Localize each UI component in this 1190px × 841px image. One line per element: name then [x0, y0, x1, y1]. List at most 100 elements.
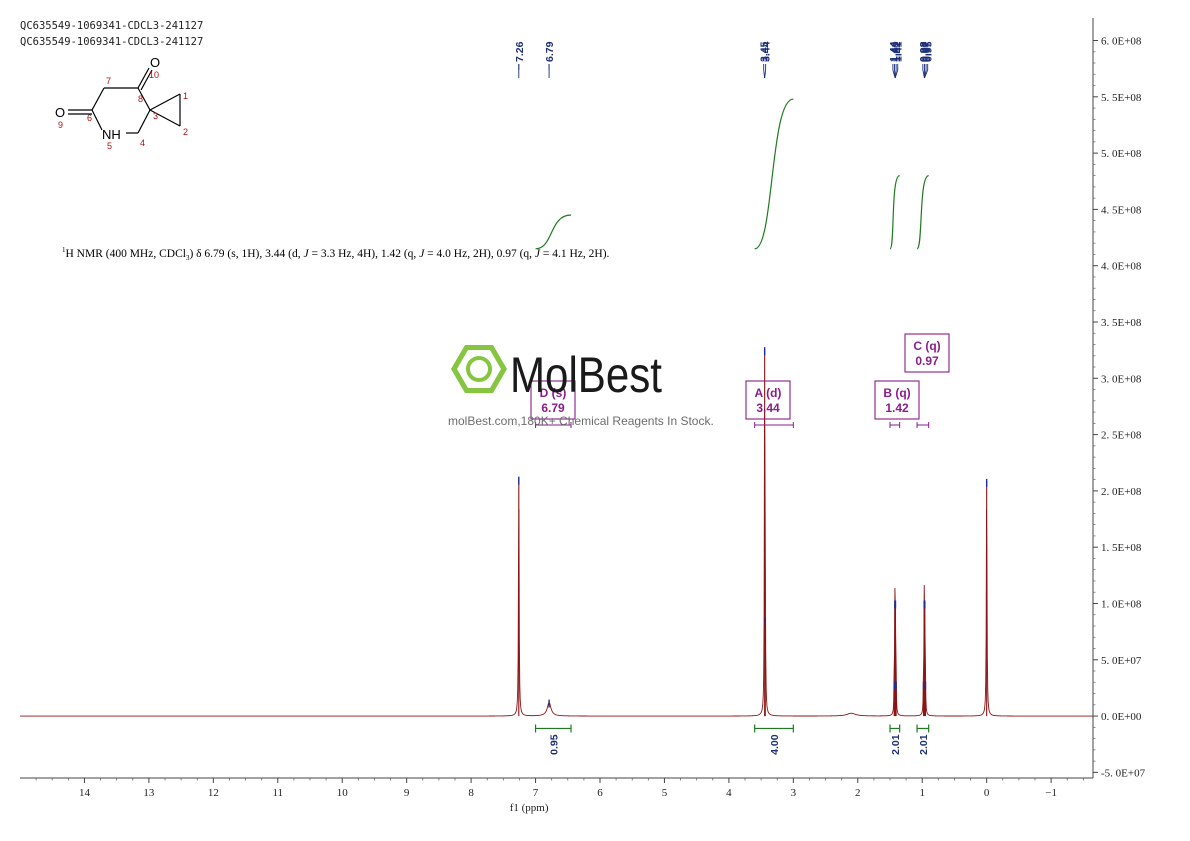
nmr-desc-part2: ) δ 6.79 (s, 1H), 3.44 (d, [189, 247, 304, 260]
multiplet-shift-A: 3.44 [756, 401, 780, 415]
x-tick-label-5: 9 [404, 787, 410, 799]
peak-label-8: 0.98 [918, 41, 930, 62]
multiplet-box-C [904, 333, 950, 373]
multiplet-annotations: D (s)6.79 A (d)3.44 B (q)1.42 C (q)0.97 [530, 333, 950, 428]
bond-8-O10-b [140, 69, 153, 91]
coupling-j-3: J [534, 247, 541, 260]
x-tick-label-13: 1 [919, 787, 925, 799]
y-tick-label-11: 5. 0E+07 [1101, 655, 1142, 667]
atom-number-6: 6 [87, 113, 92, 123]
y-tick-label-10: 1. 0E+08 [1101, 598, 1142, 610]
integral-curve-3 [916, 175, 930, 250]
integral-value-1: 4.00 [769, 734, 781, 755]
integral-curve-2 [889, 175, 901, 250]
bond-3-2 [149, 109, 181, 127]
integral-curve-1 [754, 98, 794, 250]
x-axis-label: f1 (ppm) [510, 802, 549, 814]
multiplet-name-C: C (q) [913, 339, 940, 353]
multiplet-box-A [745, 380, 791, 420]
y-tick-label-1: 5. 5E+08 [1101, 92, 1142, 104]
chemical-structure: O O NH 1 2 3 4 5 6 7 8 9 10 [55, 55, 188, 151]
atom-o10: O [150, 55, 160, 70]
peak-label-1: 6.79 [544, 41, 556, 62]
peak-group-c-connector-3 [924, 69, 929, 79]
y-tick-label-9: 1. 5E+08 [1101, 542, 1142, 554]
watermark-brand: MolBest [510, 347, 662, 403]
y-tick-label-7: 2. 5E+08 [1101, 430, 1142, 442]
atom-nh: NH [102, 127, 121, 142]
nmr-description: 1H NMR (400 MHz, CDCl3) δ 6.79 (s, 1H), … [62, 242, 622, 267]
multiplet-shift-D: 6.79 [541, 401, 565, 415]
atom-number-3: 3 [153, 111, 158, 121]
bond-8-O10-a [137, 67, 150, 89]
integral-value-2: 2.01 [890, 734, 902, 755]
bond-N-6 [91, 109, 103, 131]
y-tick-label-0: 6. 0E+08 [1101, 36, 1142, 48]
x-tick-label-2: 12 [208, 787, 219, 799]
bond-3-1 [149, 93, 181, 111]
multiplet-name-D: D (s) [540, 386, 567, 400]
bond-8-3 [137, 87, 151, 111]
spectrum-line [20, 408, 1093, 717]
peak-label-4: 1.44 [888, 41, 900, 62]
atom-number-1: 1 [183, 91, 188, 101]
integral-value-3: 2.01 [918, 734, 930, 755]
x-tick-label-12: 2 [855, 787, 861, 799]
atom-number-5: 5 [107, 141, 112, 151]
atom-number-9: 9 [58, 120, 63, 130]
sample-id-line-1: QC635549-1069341-CDCL3-241127 [20, 20, 204, 32]
y-tick-label-2: 5. 0E+08 [1101, 148, 1142, 160]
atom-number-10: 10 [149, 70, 159, 80]
peak-group-b-connector-3 [894, 69, 899, 79]
logo-ring-icon [466, 356, 492, 382]
y-tick-label-3: 4. 5E+08 [1101, 204, 1142, 216]
multiplet-shift-C: 0.97 [915, 354, 939, 368]
sample-id-line-2: QC635549-1069341-CDCL3-241127 [20, 36, 204, 48]
y-tick-label-6: 3. 0E+08 [1101, 373, 1142, 385]
peak-label-0: 7.26 [514, 41, 526, 62]
peak-group-a-connector-1 [764, 69, 767, 79]
x-tick-label-3: 11 [272, 787, 283, 799]
multiplet-name-B: B (q) [883, 386, 910, 400]
peak-label-6: 1.42 [891, 41, 903, 62]
spectrum-layer [20, 347, 1093, 717]
x-tick-label-10: 4 [726, 787, 732, 799]
x-tick-label-15: −1 [1045, 787, 1057, 799]
x-tick-label-1: 13 [143, 787, 155, 799]
atom-number-4: 4 [140, 138, 145, 148]
x-tick-label-7: 7 [533, 787, 539, 799]
bond-3-4 [137, 109, 151, 134]
x-tick-label-6: 8 [468, 787, 474, 799]
atom-o9: O [55, 105, 65, 120]
multiplet-box-D [530, 380, 576, 420]
integral-value-0: 0.95 [548, 734, 560, 755]
logo-hexagon-inner-icon [457, 350, 501, 388]
x-tick-label-9: 5 [662, 787, 668, 799]
y-tick-label-13: -5. 0E+07 [1101, 767, 1146, 779]
atom-number-7: 7 [106, 76, 111, 86]
x-tick-label-8: 6 [597, 787, 603, 799]
nucleus-superscript: 1 [62, 246, 66, 254]
peak-label-9: 0.97 [919, 41, 931, 62]
peak-label-7: 1.41 [893, 41, 905, 62]
integral-curves: 0.95 4.00 2.01 2.01 [534, 98, 930, 755]
multiplet-shift-B: 1.42 [885, 401, 909, 415]
nmr-desc-part3: = 3.3 Hz, 4H), 1.42 (q, [308, 247, 420, 260]
peak-label-5: 1.43 [890, 41, 902, 62]
y-tick-label-5: 3. 5E+08 [1101, 317, 1142, 329]
bond-6-7 [91, 87, 105, 111]
watermark-tagline: molBest.com,180K+ Chemical Reagents In S… [448, 414, 714, 428]
atom-number-2: 2 [183, 127, 188, 137]
watermark-logo: MolBest [451, 345, 662, 403]
peak-labels: 7.26 6.79 3.453.44 1.441.431.421.41 0.980.97… [514, 41, 935, 79]
y-tick-label-4: 4. 0E+08 [1101, 261, 1142, 273]
integral-curve-0 [535, 214, 572, 250]
coupling-j-1: J [303, 247, 309, 260]
x-tick-label-4: 10 [337, 787, 349, 799]
atom-number-8: 8 [138, 94, 143, 104]
peak-label-2: 3.45 [759, 41, 771, 62]
x-tick-label-11: 3 [791, 787, 797, 799]
nmr-desc-part5: = 4.1 Hz, 2H). [540, 247, 610, 260]
peak-label-3: 3.44 [761, 41, 773, 62]
